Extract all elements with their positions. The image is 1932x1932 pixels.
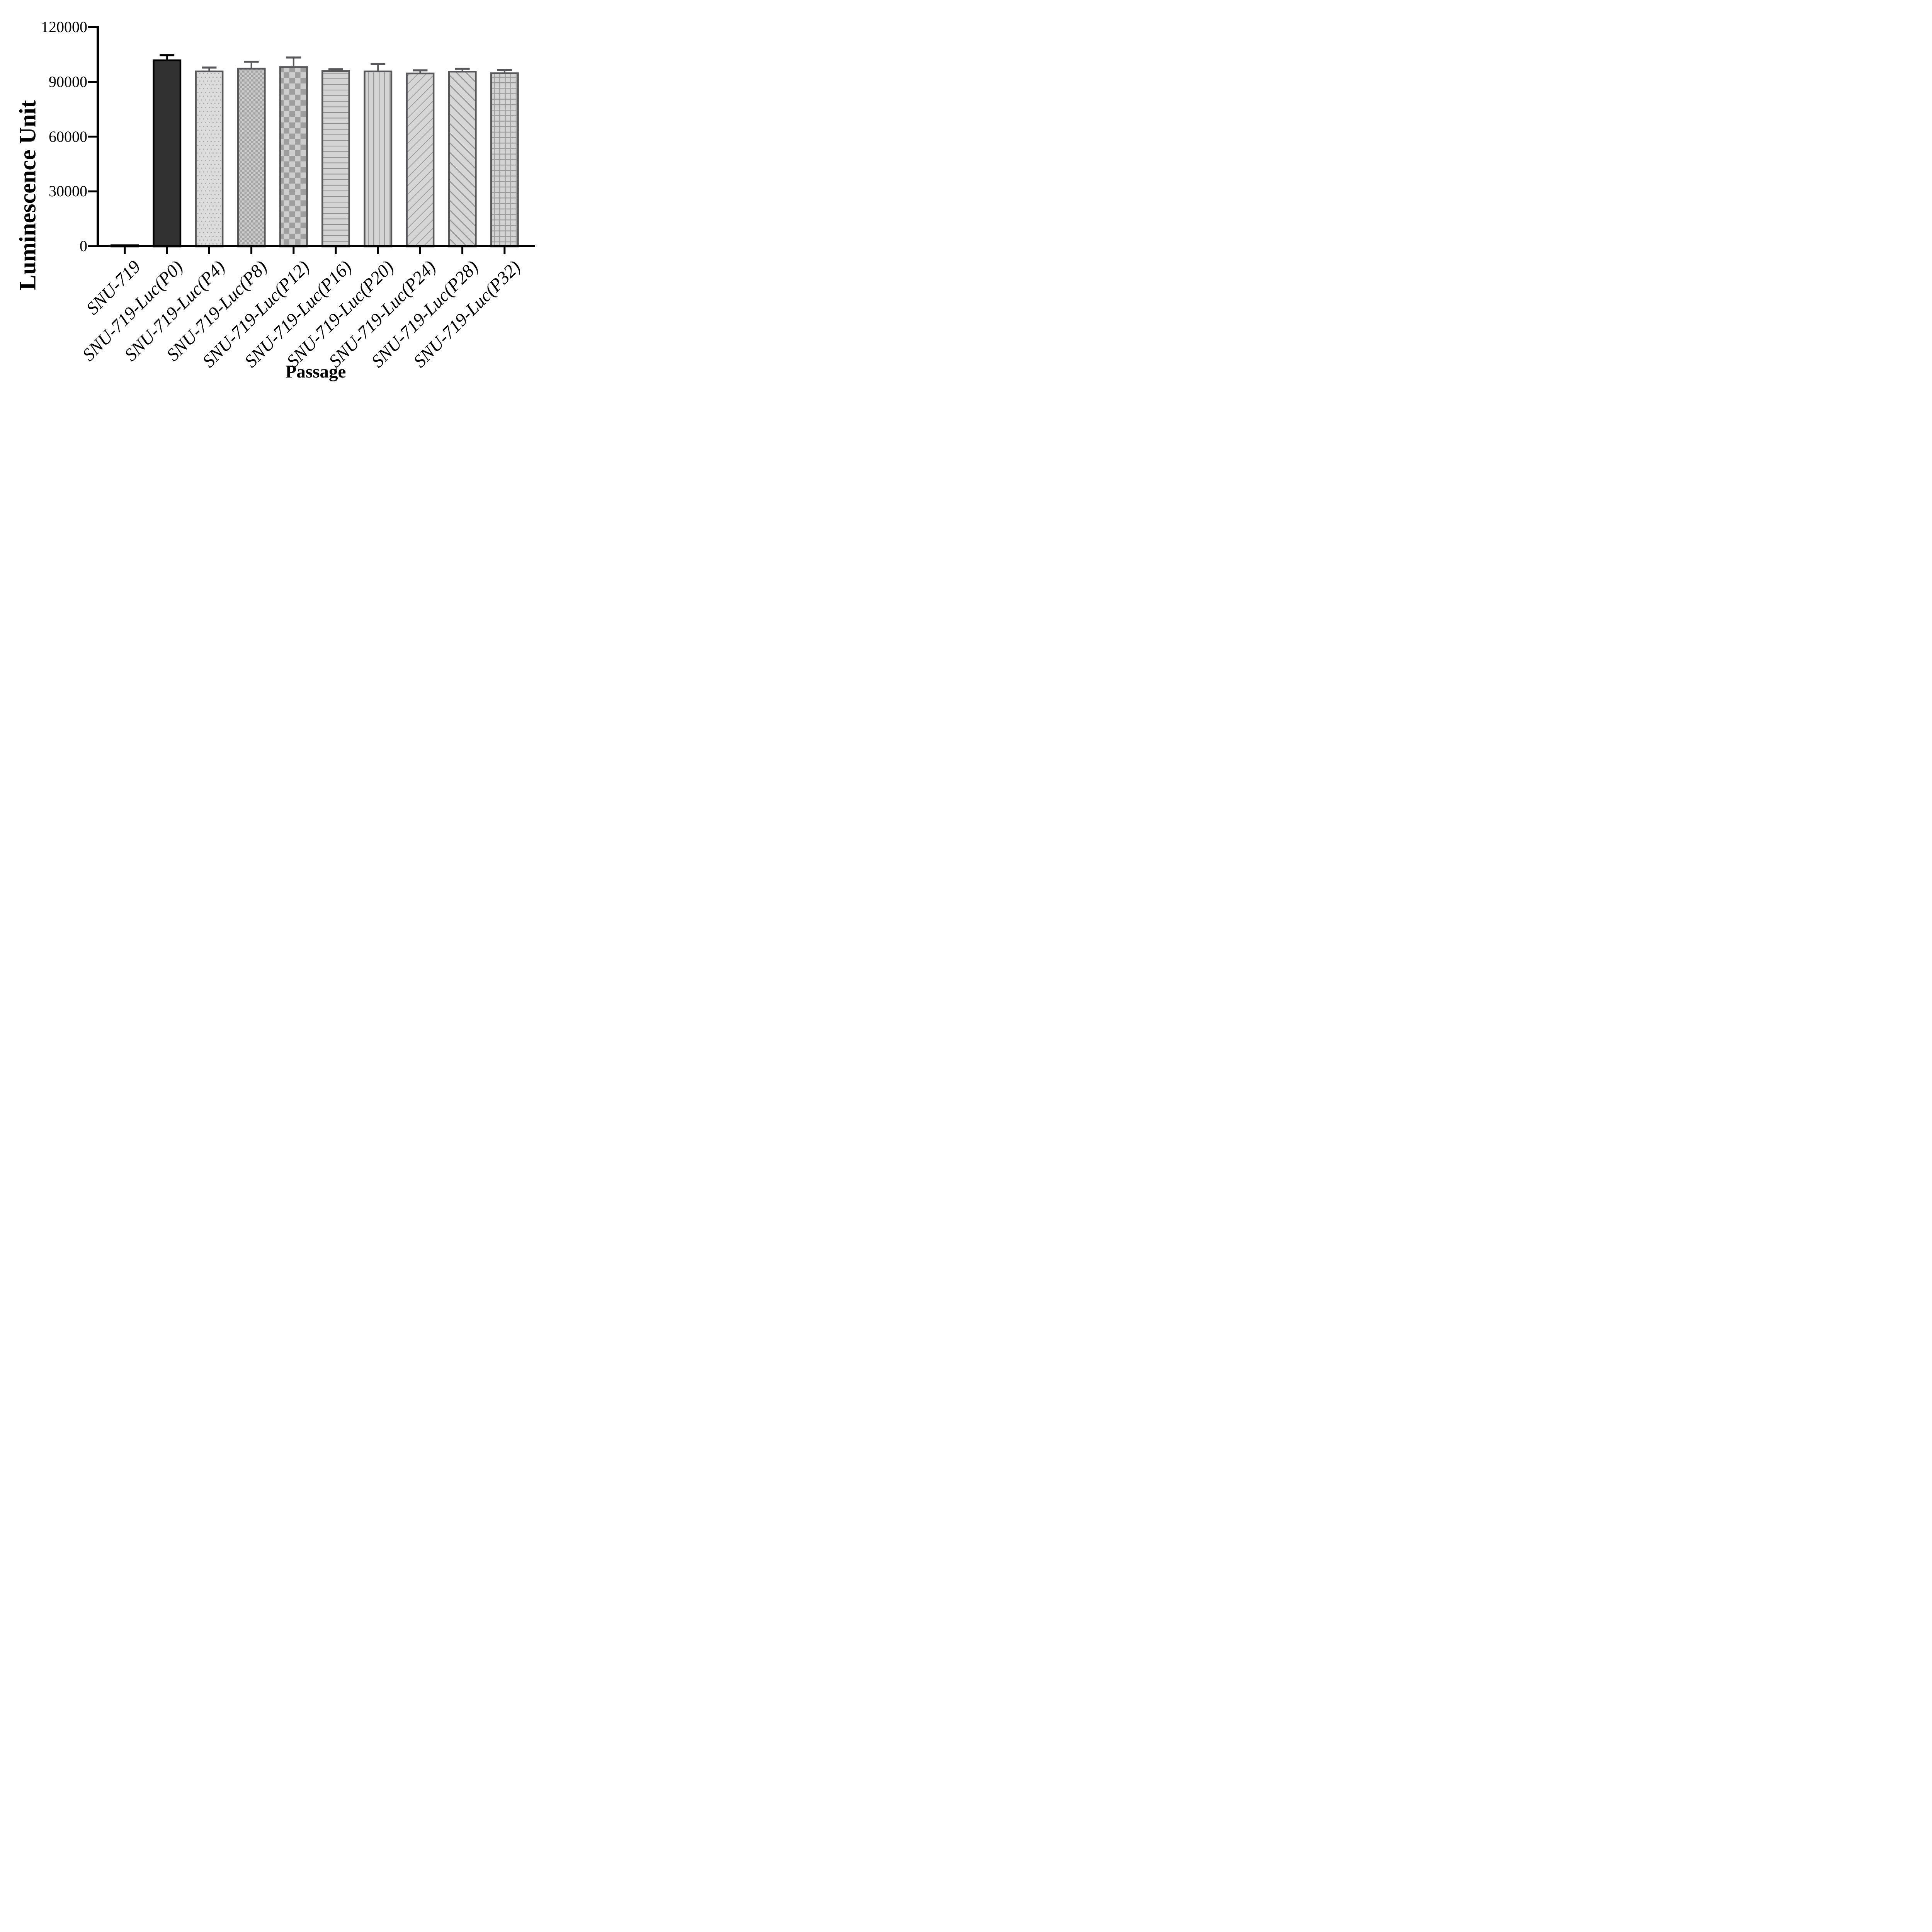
y-tick-label: 60000 (49, 128, 87, 145)
y-tick-label: 90000 (49, 73, 87, 90)
bar-chart-figure: 0 30000 60000 90000 120000 SNU-719 SNU-719-Lu… (0, 0, 564, 394)
y-tick-label: 0 (80, 237, 87, 255)
bar (279, 66, 308, 248)
bar (406, 72, 435, 248)
bar (364, 70, 393, 248)
y-tick-label: 120000 (41, 18, 87, 36)
y-tick-label: 30000 (49, 182, 87, 200)
bar (237, 68, 266, 248)
bar (448, 71, 477, 248)
bar (153, 59, 182, 248)
x-axis-title: Passage (285, 362, 346, 382)
bar (195, 70, 224, 248)
bar (321, 70, 350, 248)
y-axis-title: Luminescence Unit (15, 100, 41, 290)
bar (490, 72, 519, 248)
chart-canvas (88, 26, 535, 254)
